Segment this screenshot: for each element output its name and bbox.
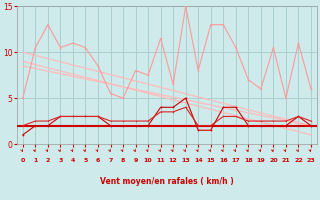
X-axis label: Vent moyen/en rafales ( km/h ): Vent moyen/en rafales ( km/h ) (100, 177, 234, 186)
